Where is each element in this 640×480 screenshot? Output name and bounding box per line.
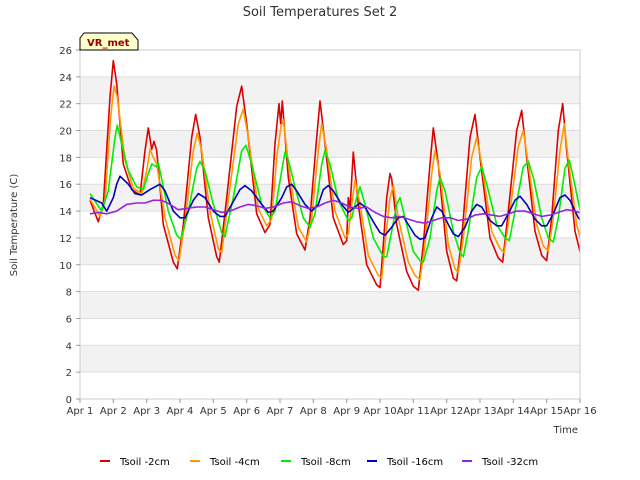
x-tick-label: Apr 3 bbox=[133, 406, 160, 417]
y-tick-label: 4 bbox=[66, 341, 72, 352]
y-tick-label: 22 bbox=[59, 100, 72, 111]
x-tick-label: Apr 15 bbox=[530, 406, 563, 417]
y-tick-label: 10 bbox=[59, 261, 72, 272]
y-tick-label: 2 bbox=[66, 368, 72, 379]
x-tick-label: Apr 1 bbox=[67, 406, 94, 417]
x-tick-label: Apr 9 bbox=[333, 406, 360, 417]
y-axis-label: Soil Temperature (C) bbox=[9, 174, 20, 277]
station-label-badge: VR_met bbox=[79, 32, 139, 51]
y-tick-label: 0 bbox=[66, 395, 72, 406]
x-tick-label: Apr 12 bbox=[430, 406, 463, 417]
y-tick-label: 20 bbox=[59, 127, 72, 138]
station-label-text: VR_met bbox=[87, 38, 130, 49]
x-axis-label: Time bbox=[553, 425, 578, 436]
x-tick-label: Apr 16 bbox=[563, 406, 596, 417]
series-line-tsoil-8cm bbox=[89, 124, 580, 263]
legend: Tsoil -2cm Tsoil -4cm Tsoil -8cm Tsoil -16c… bbox=[100, 457, 538, 468]
chart-title: Soil Temperatures Set 2 bbox=[243, 5, 398, 20]
x-axis-ticks: Apr 1 Apr 2 Apr 3 Apr 4 Apr 5 Apr 6 Apr 7 Apr 8… bbox=[67, 399, 597, 417]
y-tick-label: 24 bbox=[59, 73, 72, 84]
x-tick-label: Apr 11 bbox=[397, 406, 430, 417]
x-tick-label: Apr 10 bbox=[363, 406, 396, 417]
y-tick-label: 8 bbox=[66, 288, 72, 299]
legend-label: Tsoil -2cm bbox=[119, 457, 170, 468]
x-tick-label: Apr 2 bbox=[100, 406, 127, 417]
x-tick-label: Apr 6 bbox=[233, 406, 260, 417]
grid-band bbox=[80, 291, 580, 319]
series-line-tsoil-32cm bbox=[89, 199, 580, 224]
plot-frame bbox=[79, 49, 581, 400]
x-tick-label: Apr 13 bbox=[463, 406, 496, 417]
legend-label: Tsoil -8cm bbox=[300, 457, 351, 468]
grid-band bbox=[80, 130, 580, 158]
y-tick-label: 16 bbox=[59, 180, 72, 191]
grid-band bbox=[80, 76, 580, 104]
x-tick-label: Apr 5 bbox=[200, 406, 227, 417]
legend-label: Tsoil -4cm bbox=[209, 457, 260, 468]
x-tick-label: Apr 7 bbox=[267, 406, 294, 417]
legend-label: Tsoil -32cm bbox=[481, 457, 538, 468]
y-tick-label: 6 bbox=[66, 314, 72, 325]
y-tick-label: 14 bbox=[59, 207, 72, 218]
x-tick-label: Apr 4 bbox=[167, 406, 194, 417]
series-line-tsoil-16cm bbox=[89, 175, 580, 241]
x-tick-label: Apr 14 bbox=[497, 406, 530, 417]
grid-band bbox=[80, 345, 580, 373]
station-label-box bbox=[79, 32, 139, 51]
legend-label: Tsoil -16cm bbox=[386, 457, 443, 468]
x-tick-label: Apr 8 bbox=[300, 406, 327, 417]
y-tick-label: 18 bbox=[59, 153, 72, 164]
y-tick-label: 12 bbox=[59, 234, 72, 245]
series-lines bbox=[89, 59, 580, 292]
y-tick-label: 26 bbox=[59, 46, 72, 57]
